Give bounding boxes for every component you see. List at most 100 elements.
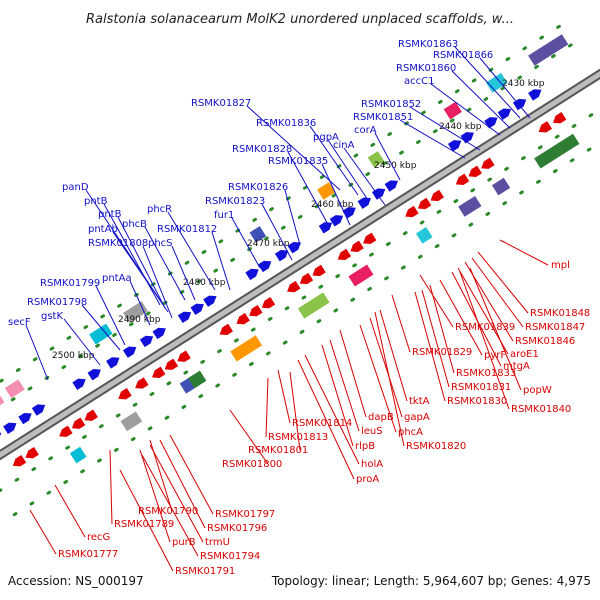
reverse-gene-arrow [84,409,98,421]
gene-label-fwd[interactable]: RSMK01851 [353,112,413,123]
gene-label-rev[interactable]: leuS [361,426,383,437]
gene-label-fwd[interactable]: RSMK01863 [398,39,458,50]
gene-label-rev[interactable]: RSMK01833 [456,368,516,379]
forward-gene-arrow [87,369,101,381]
reverse-gene-arrow [25,447,39,459]
gene-label-fwd[interactable]: pntB [84,196,108,207]
gene-label-fwd[interactable]: RSMK01836 [256,118,316,129]
leader-line-forward [327,139,369,201]
gene-label-rev[interactable]: holA [361,459,383,470]
reverse-gene-arrow [299,272,314,285]
forward-gene-arrow [190,303,204,315]
forward-gene-arrow [177,311,192,324]
forward-gene-arrow [203,295,217,307]
orf-block [458,195,482,217]
gene-label-rev[interactable]: phcA [398,427,423,438]
gene-label-fwd[interactable]: RSMK01826 [228,182,288,193]
gene-label-rev[interactable]: RSMK01839 [455,322,515,333]
leader-line-reverse [359,324,397,433]
gene-label-fwd[interactable]: pntAb [88,224,118,235]
gene-label-rev[interactable]: aroE1 [510,349,539,360]
gene-label-rev[interactable]: rlpB [355,441,375,452]
gene-label-fwd[interactable]: cinA [333,140,355,151]
leader-line-forward [409,106,481,151]
gene-label-fwd[interactable]: RSMK01828 [232,144,292,155]
gene-label-fwd[interactable]: RSMK01798 [27,297,87,308]
gene-label-rev[interactable]: pyrF [484,350,506,361]
gene-label-fwd[interactable]: fur1 [214,210,234,221]
leader-line-reverse [321,344,354,447]
gene-label-rev[interactable]: tktA [409,396,430,407]
gene-label-fwd[interactable]: RSMK01835 [268,156,328,167]
gene-label-fwd[interactable]: pgpA [313,132,339,143]
forward-gene-arrow [274,250,289,262]
gene-label-fwd[interactable]: pntB [98,209,122,220]
forward-gene-arrow [139,335,154,348]
gene-label-rev[interactable]: RSMK01847 [525,322,585,333]
gene-label-fwd[interactable]: gstK [41,311,63,322]
gene-label-rev[interactable]: mtgA [503,361,530,372]
gene-label-fwd[interactable]: accC1 [404,76,434,87]
gene-label-rev[interactable]: RSMK01820 [406,441,466,452]
leader-line-forward [117,216,166,309]
gene-label-rev[interactable]: RSMK01797 [215,509,275,520]
leader-line-forward [479,57,531,119]
gene-label-rev[interactable]: RSMK01814 [292,418,352,429]
gene-label-rev[interactable]: RSMK01813 [268,432,328,443]
gene-label-fwd[interactable]: phcS [148,238,173,249]
leader-line-reverse [414,291,446,402]
gene-label-rev[interactable]: dapB [368,412,394,423]
leader-line-forward [211,231,231,291]
leader-line-reverse [369,317,403,418]
gene-label-rev[interactable]: RSMK01791 [175,566,235,577]
gene-label-rev[interactable]: RSMK01794 [200,551,260,562]
gene-label-rev[interactable]: RSMK01790 [138,506,198,517]
gene-label-rev[interactable]: RSMK01830 [447,396,507,407]
orf-block [230,335,263,362]
gene-label-rev[interactable]: RSMK01796 [207,523,267,534]
tick-label-2470: 2470 kbp [247,239,290,249]
gene-label-fwd[interactable]: RSMK01866 [433,50,493,61]
leader-line-reverse [139,449,171,543]
gene-label-rev[interactable]: mpl [551,260,570,271]
gene-label-rev[interactable]: proA [356,474,379,485]
forward-gene-arrow [484,117,498,129]
gene-label-rev[interactable]: purB [172,537,196,548]
gene-label-fwd[interactable]: RSMK01852 [361,99,421,110]
gene-label-fwd[interactable]: RSMK01799 [40,278,100,289]
gene-label-fwd[interactable]: corA [354,125,377,136]
leader-line-reverse [304,354,360,465]
leader-line-reverse [265,377,269,438]
gene-label-fwd[interactable]: RSMK01808 [88,238,148,249]
leader-line-reverse [229,409,269,465]
gene-label-rev[interactable]: RSMK01829 [412,347,472,358]
gene-label-rev[interactable]: RSMK01800 [222,459,282,470]
reverse-gene-arrow [177,350,191,362]
leader-line-reverse [477,251,529,314]
gene-label-rev[interactable]: RSMK01789 [114,519,174,530]
gene-label-rev[interactable]: RSMK01777 [58,549,118,560]
gene-label-fwd[interactable]: RSMK01823 [205,196,265,207]
gene-label-fwd[interactable]: panD [62,182,89,193]
gene-label-rev[interactable]: trmU [205,537,230,548]
leader-line-forward [144,226,186,301]
gene-label-fwd[interactable]: secF [8,317,31,328]
leader-line-reverse [421,289,450,388]
gene-label-fwd[interactable]: RSMK01812 [157,224,217,235]
leader-line-reverse [499,239,549,266]
gene-label-rev[interactable]: RSMK01846 [515,336,575,347]
gene-label-fwd[interactable]: RSMK01827 [191,98,251,109]
gene-label-rev[interactable]: RSMK01840 [511,404,571,415]
gene-label-rev[interactable]: RSMK01831 [451,382,511,393]
gene-label-fwd[interactable]: pntAa [102,273,132,284]
forward-gene-arrow [329,215,344,227]
gene-label-fwd[interactable]: phcR [147,204,172,215]
gene-label-rev[interactable]: gapA [404,412,430,423]
gene-label-fwd[interactable]: RSMK01860 [396,63,456,74]
gene-label-rev[interactable]: popW [523,385,552,396]
gene-label-rev[interactable]: recG [87,532,110,543]
gene-label-rev[interactable]: RSMK01848 [530,308,590,319]
gene-label-fwd[interactable]: phcB [122,219,147,230]
gene-label-rev[interactable]: RSMK01801 [248,445,308,456]
